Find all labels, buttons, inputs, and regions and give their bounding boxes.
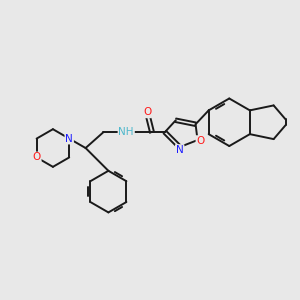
Text: O: O (143, 107, 151, 117)
Text: N: N (176, 145, 184, 155)
Text: O: O (32, 152, 41, 162)
Text: O: O (196, 136, 205, 146)
Text: N: N (65, 134, 73, 144)
Text: NH: NH (118, 127, 134, 137)
